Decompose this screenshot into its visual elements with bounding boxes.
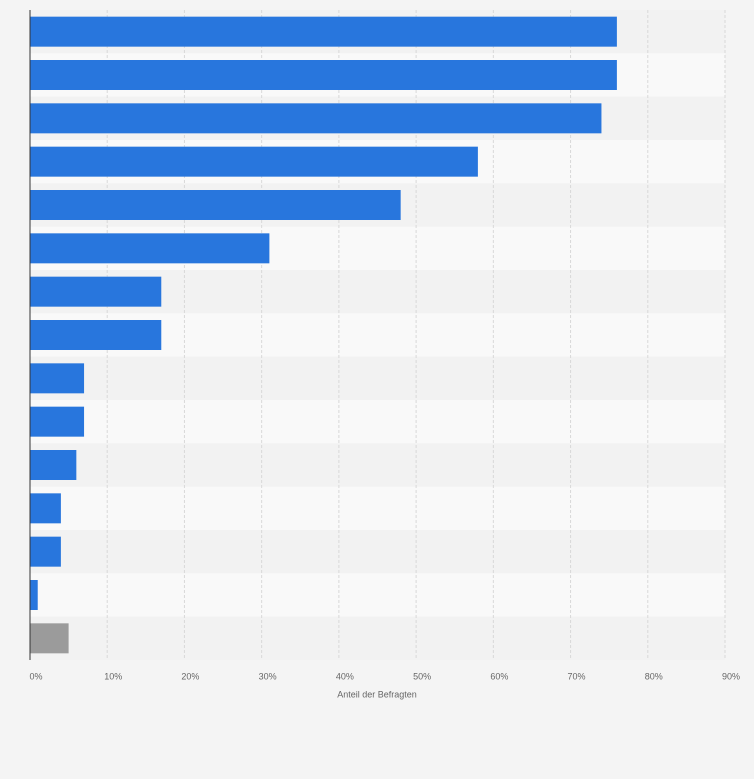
x-tick-label: 70%: [568, 671, 586, 681]
row-stripe: [30, 400, 725, 444]
bar: [30, 103, 602, 134]
bar: [30, 623, 69, 654]
bar: [30, 16, 617, 47]
bar: [30, 60, 617, 90]
x-tick-label: 80%: [645, 671, 663, 681]
row-stripe: [30, 573, 725, 617]
row-stripe: [30, 530, 725, 574]
row-stripe: [30, 356, 725, 400]
bar: [30, 536, 61, 567]
bar: [30, 580, 38, 610]
bar: [30, 363, 85, 394]
row-stripe: [30, 616, 725, 660]
row-stripe: [30, 486, 725, 530]
x-tick-label: 40%: [336, 671, 354, 681]
x-tick-label: 30%: [259, 671, 277, 681]
x-tick-label: 0%: [29, 671, 42, 681]
x-tick-label: 10%: [104, 671, 122, 681]
bar: [30, 146, 478, 177]
bar: [30, 276, 162, 307]
x-tick-label: 60%: [490, 671, 508, 681]
x-tick-label: 20%: [181, 671, 199, 681]
bar: [30, 190, 401, 220]
x-tick-label: 90%: [722, 671, 740, 681]
bar: [30, 320, 162, 350]
bar: [30, 233, 270, 264]
row-stripe: [30, 443, 725, 487]
x-axis-label: Anteil der Befragten: [337, 689, 417, 699]
bar: [30, 406, 85, 437]
x-tick-label: 50%: [413, 671, 431, 681]
bar: [30, 493, 61, 524]
bar: [30, 450, 77, 480]
